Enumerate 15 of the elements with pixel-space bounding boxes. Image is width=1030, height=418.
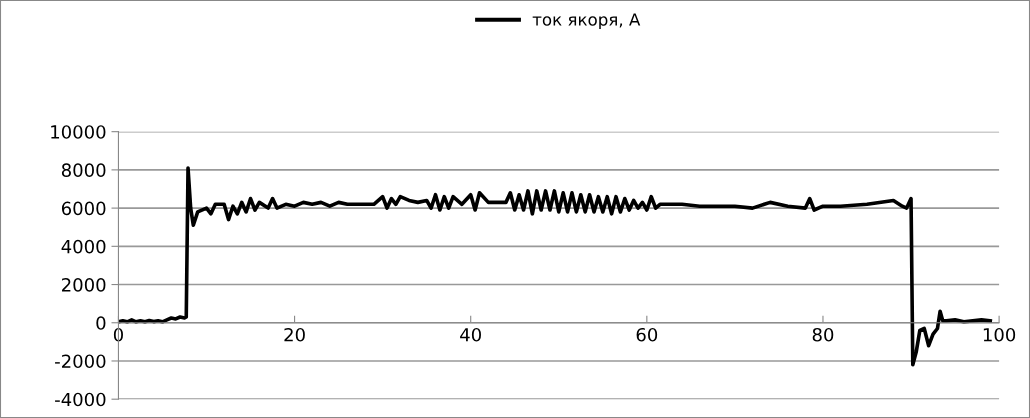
y-tick-label: 0 (96, 316, 106, 330)
x-tick-label: 100 (983, 327, 1016, 342)
legend-label: ток якоря, А (532, 13, 641, 30)
y-tick-label: 4000 (61, 239, 106, 254)
x-tick-label: 80 (812, 327, 834, 342)
x-tick-label: 20 (284, 327, 305, 342)
y-tick-label: 8000 (61, 163, 106, 177)
x-tick-label: 60 (636, 327, 658, 342)
y-tick-label: -2000 (55, 354, 106, 369)
y-tick-label: -4000 (55, 392, 106, 407)
x-tick-label: 0 (113, 327, 123, 342)
y-tick-label: 6000 (61, 201, 106, 216)
x-tick-label: 40 (460, 327, 481, 342)
y-tick-label: 10000 (51, 125, 106, 139)
y-tick-label: 2000 (62, 278, 106, 292)
